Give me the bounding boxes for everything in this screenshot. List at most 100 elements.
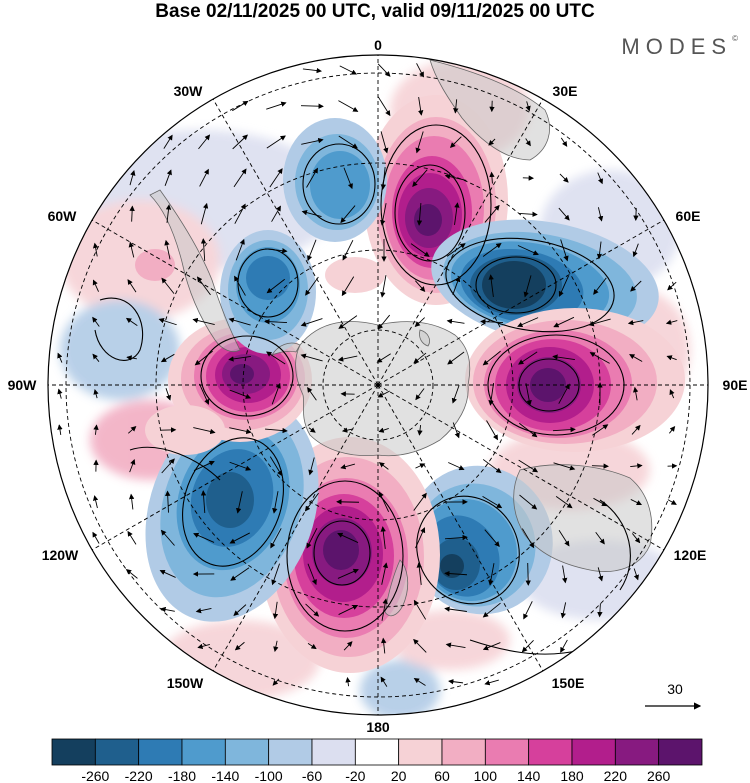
wind-vector bbox=[444, 606, 467, 612]
wind-vector bbox=[300, 318, 323, 327]
wind-vector bbox=[337, 568, 359, 579]
wind-vector bbox=[562, 565, 568, 584]
colorbar-tick-label: -20 bbox=[345, 768, 365, 783]
wind-vector bbox=[377, 314, 391, 330]
wind-vector bbox=[380, 131, 389, 154]
wind-vector bbox=[631, 424, 641, 435]
wind-vector bbox=[518, 351, 538, 365]
lon-label-120w: 120W bbox=[42, 547, 79, 563]
wind-vector bbox=[269, 456, 283, 477]
wind-vector bbox=[669, 389, 675, 399]
wind-vector bbox=[453, 99, 459, 114]
wind-vector bbox=[415, 527, 426, 549]
indian-islands bbox=[419, 329, 430, 347]
wind-vector bbox=[161, 458, 175, 474]
wind-vector bbox=[233, 168, 247, 188]
wind-vector bbox=[378, 491, 390, 513]
wind-vector bbox=[265, 427, 288, 434]
wind-vector bbox=[525, 383, 532, 406]
wind-vector bbox=[128, 493, 135, 510]
lon-label-120e: 120E bbox=[674, 547, 707, 563]
wind-vector bbox=[378, 427, 389, 433]
wind-vector bbox=[558, 207, 570, 221]
wind-vector bbox=[448, 679, 464, 685]
wind-vector bbox=[305, 276, 319, 296]
wind-vector bbox=[560, 239, 569, 262]
wind-vector bbox=[339, 65, 358, 75]
wind-vector bbox=[164, 239, 171, 260]
wind-vector bbox=[193, 460, 215, 471]
wind-vector bbox=[269, 168, 283, 188]
lon-label-30w: 30W bbox=[174, 83, 204, 99]
colorbar-box bbox=[658, 738, 703, 766]
wind-vector bbox=[552, 354, 575, 361]
wind-vector bbox=[200, 238, 207, 262]
wind-vector bbox=[234, 641, 245, 651]
wind-vector bbox=[517, 245, 539, 256]
colorbar: -260 -220 -180 -140 -100 -60 -20 20 60 100 140 180 2… bbox=[51, 738, 703, 783]
wind-vectors bbox=[57, 63, 678, 687]
wind-vector bbox=[308, 457, 315, 476]
wind-vector bbox=[669, 425, 676, 434]
wind-vector bbox=[158, 318, 177, 326]
wind-vector bbox=[416, 562, 422, 585]
wind-vector bbox=[525, 101, 531, 112]
wind-vector bbox=[380, 275, 387, 298]
wind-vector bbox=[558, 275, 569, 297]
wind-vector bbox=[593, 277, 607, 295]
wind-vector bbox=[444, 534, 468, 541]
wind-vector bbox=[630, 463, 643, 469]
wind-vector bbox=[381, 598, 388, 621]
map-border bbox=[47, 54, 709, 716]
wind-vector bbox=[449, 136, 462, 148]
wind-vector bbox=[560, 137, 568, 147]
wind-vector bbox=[482, 495, 503, 509]
graticule bbox=[48, 55, 708, 715]
wind-vector bbox=[235, 491, 243, 514]
wind-vector bbox=[229, 427, 252, 435]
wind-vector bbox=[129, 170, 136, 186]
wind-vector bbox=[412, 169, 428, 187]
wind-vector bbox=[665, 319, 678, 325]
wind-vector bbox=[380, 676, 388, 687]
wind-vector bbox=[341, 427, 354, 433]
colorbar-box bbox=[181, 738, 226, 766]
map-disk bbox=[48, 55, 708, 715]
wind-vector bbox=[301, 137, 324, 145]
wind-vector bbox=[446, 243, 466, 257]
wind-vector bbox=[559, 173, 569, 183]
wind-vector bbox=[57, 388, 63, 399]
wind-vector bbox=[444, 570, 468, 577]
wind-vector bbox=[415, 131, 424, 154]
wind-vector bbox=[525, 562, 531, 586]
wind-vector bbox=[340, 463, 356, 470]
wind-vector bbox=[597, 207, 604, 222]
wind-vector bbox=[337, 532, 359, 543]
wind-vector bbox=[452, 422, 460, 439]
wind-vector bbox=[271, 205, 281, 222]
wind-vector bbox=[270, 528, 282, 549]
wind-vector bbox=[264, 318, 288, 325]
wind-vector bbox=[265, 248, 288, 254]
wind-vector bbox=[488, 563, 495, 586]
wind-vector bbox=[377, 63, 391, 77]
wind-vector bbox=[415, 280, 426, 293]
wind-vector bbox=[482, 459, 502, 474]
wind-vector bbox=[125, 569, 138, 579]
colorbar-tick-label: 60 bbox=[434, 768, 450, 783]
lon-label-60e: 60E bbox=[676, 208, 701, 224]
australia bbox=[513, 464, 653, 572]
wind-vector bbox=[232, 100, 249, 112]
lon-label-0: 0 bbox=[374, 37, 382, 53]
colorbar-box bbox=[94, 738, 140, 766]
wind-vector bbox=[198, 134, 211, 150]
wind-vector bbox=[127, 279, 137, 293]
wind-vector bbox=[306, 167, 318, 188]
wind-vector bbox=[381, 637, 387, 654]
lon-label-150w: 150W bbox=[167, 675, 204, 691]
wind-vector bbox=[454, 202, 460, 225]
wind-vector bbox=[415, 463, 426, 469]
wind-vector bbox=[589, 352, 610, 364]
colorbar-tick-label: 20 bbox=[391, 768, 407, 783]
wind-vector bbox=[410, 243, 430, 257]
